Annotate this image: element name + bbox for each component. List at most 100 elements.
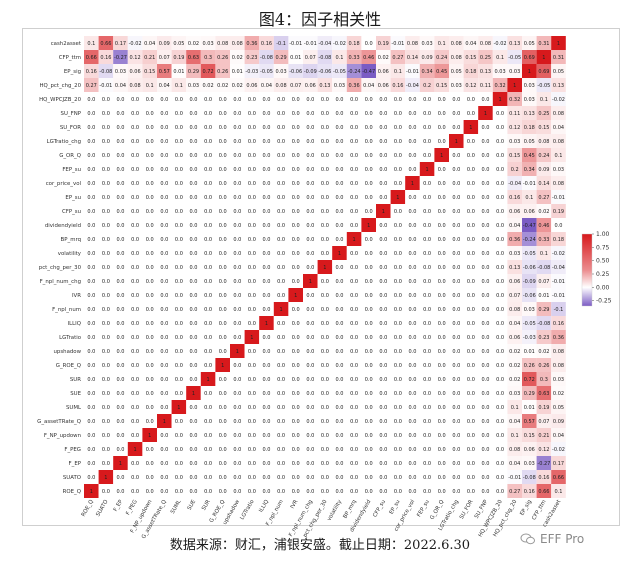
- heatmap-cell: [200, 330, 216, 344]
- heatmap-cell: [317, 400, 333, 414]
- heatmap-cell: [113, 134, 128, 148]
- heatmap-cell: [522, 330, 537, 344]
- heatmap-cell: [551, 302, 566, 316]
- heatmap-cell: [492, 92, 508, 106]
- cell-value-label: 1: [440, 153, 443, 159]
- cell-value-label: 0.0: [204, 335, 212, 341]
- cell-value-label: 0.0: [190, 335, 198, 341]
- cell-value-label: 0.0: [321, 293, 329, 299]
- heatmap-cell: [98, 428, 114, 442]
- cell-value-label: 0.1: [525, 195, 533, 201]
- heatmap-cell: [361, 330, 376, 344]
- cell-value-label: 0.0: [394, 433, 402, 439]
- cell-value-label: 0.0: [292, 223, 300, 229]
- cell-value-label: 0.0: [394, 265, 402, 271]
- cell-value-label: 0.0: [219, 97, 227, 103]
- cell-value-label: 0.0: [452, 293, 460, 299]
- cell-value-label: 0.0: [117, 195, 125, 201]
- cell-value-label: 0.0: [160, 265, 168, 271]
- cell-value-label: 0.02: [553, 391, 564, 397]
- heatmap-cell: [522, 288, 537, 302]
- cell-value-label: 1: [396, 195, 399, 201]
- heatmap-cell: [171, 64, 187, 78]
- cell-value-label: 0.36: [246, 41, 257, 47]
- cell-value-label: 0.0: [394, 391, 402, 397]
- cell-value-label: 0.0: [379, 363, 387, 369]
- cell-value-label: 0.0: [496, 489, 504, 495]
- heatmap-cell: [536, 386, 552, 400]
- cell-value-label: 0.0: [438, 279, 446, 285]
- cell-value-label: 0.0: [394, 489, 402, 495]
- cell-value-label: 0.69: [538, 69, 549, 75]
- cell-value-label: 0.34: [422, 69, 433, 75]
- cell-value-label: 0.0: [336, 447, 344, 453]
- cell-value-label: 0.0: [160, 125, 168, 131]
- cell-value-label: 0.0: [87, 321, 95, 327]
- heatmap-cell: [376, 442, 391, 456]
- cell-value-label: 0.0: [452, 279, 460, 285]
- heatmap-cell: [317, 176, 333, 190]
- cell-value-label: 0.0: [248, 405, 256, 411]
- cell-value-label: 0.0: [263, 405, 271, 411]
- cell-value-label: 0.0: [452, 153, 460, 159]
- cell-value-label: 0.0: [467, 489, 475, 495]
- cell-value-label: 0.03: [276, 69, 287, 75]
- cell-value-label: 0.0: [394, 461, 402, 467]
- heatmap-cell: [536, 162, 552, 176]
- cell-value-label: 0.0: [321, 461, 329, 467]
- cell-value-label: 0.03: [524, 83, 535, 89]
- heatmap-cell: [127, 386, 143, 400]
- heatmap-cell: [405, 274, 420, 288]
- cell-value-label: 0.08: [217, 41, 228, 47]
- heatmap-cell: [419, 148, 435, 162]
- cell-value-label: 0.0: [365, 153, 373, 159]
- heatmap-cell: [171, 246, 187, 260]
- cell-value-label: 0.0: [336, 391, 344, 397]
- heatmap-cell: [507, 232, 522, 246]
- legend-tick-label: 0.00: [596, 284, 610, 291]
- cell-value-label: 0.0: [131, 265, 139, 271]
- cell-value-label: 0.0: [131, 335, 139, 341]
- heatmap-cell: [98, 344, 114, 358]
- heatmap-cell: [317, 78, 333, 92]
- heatmap-cell: [522, 260, 537, 274]
- cell-value-label: 0.0: [482, 363, 490, 369]
- cell-value-label: 0.0: [219, 181, 227, 187]
- heatmap-cell: [376, 162, 391, 176]
- heatmap-cell: [346, 428, 362, 442]
- cell-value-label: 0.0: [131, 125, 139, 131]
- cell-value-label: 0.0: [175, 251, 183, 257]
- cell-value-label: 0.46: [538, 223, 549, 229]
- heatmap-cell: [463, 316, 479, 330]
- watermark: EFF Pro: [520, 528, 632, 550]
- cell-value-label: 0.16: [538, 475, 549, 481]
- cell-value-label: 0.0: [219, 167, 227, 173]
- heatmap-cell: [332, 288, 347, 302]
- column-label: ROE_Q: [81, 499, 95, 518]
- cell-value-label: 0.0: [365, 209, 373, 215]
- heatmap-cell: [186, 190, 201, 204]
- cell-value-label: 0.0: [365, 433, 373, 439]
- cell-value-label: -0.05: [523, 321, 536, 327]
- heatmap-cell: [157, 358, 172, 372]
- cell-value-label: 0.0: [131, 111, 139, 117]
- cell-value-label: 0.04: [553, 433, 564, 439]
- cell-value-label: 0.0: [350, 209, 358, 215]
- cell-value-label: 0.0: [263, 335, 271, 341]
- cell-value-label: 0.06: [305, 83, 316, 89]
- heatmap-cell: [434, 316, 449, 330]
- cell-value-label: 0.0: [365, 489, 373, 495]
- cell-value-label: 0.0: [379, 139, 387, 145]
- cell-value-label: 0.0: [87, 391, 95, 397]
- heatmap-cell: [288, 78, 303, 92]
- heatmap-cell: [288, 134, 303, 148]
- cell-value-label: 0.0: [467, 153, 475, 159]
- cell-value-label: 0.0: [160, 209, 168, 215]
- heatmap-cell: [142, 92, 157, 106]
- heatmap-cell: [536, 36, 552, 50]
- heatmap-cell: [98, 232, 114, 246]
- cell-value-label: 0.0: [482, 377, 490, 383]
- cell-value-label: 0.0: [87, 195, 95, 201]
- heatmap-cell: [259, 386, 274, 400]
- cell-value-label: 0.0: [190, 433, 198, 439]
